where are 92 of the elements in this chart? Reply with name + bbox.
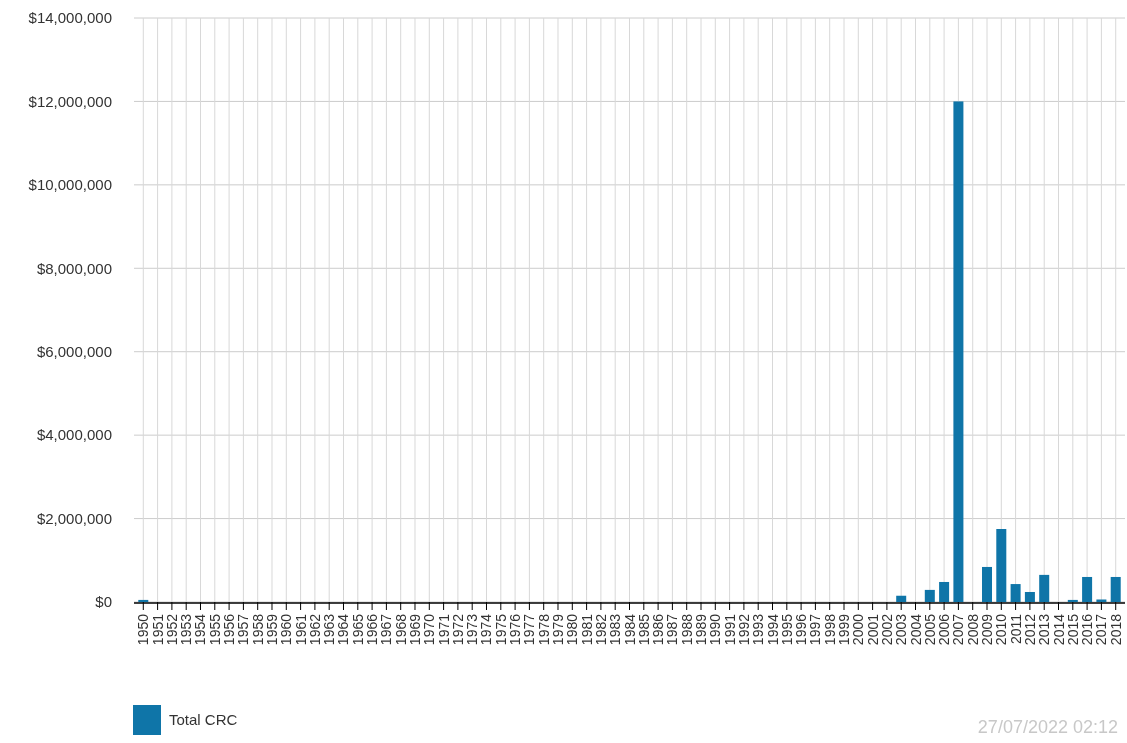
x-tick-label: 1961 xyxy=(292,613,309,646)
x-tick-label: 1994 xyxy=(764,613,781,646)
y-tick-label: $14,000,000 xyxy=(28,9,112,27)
x-tick-label: 1954 xyxy=(192,613,209,646)
x-tick-label: 2001 xyxy=(864,613,881,646)
x-tick-label: 1980 xyxy=(564,613,581,646)
x-tick-label: 1966 xyxy=(364,613,381,646)
x-tick-label: 1959 xyxy=(264,613,280,646)
x-tick-label: 1993 xyxy=(750,613,767,646)
x-tick-label: 1953 xyxy=(178,613,195,646)
x-tick-label: 1978 xyxy=(535,613,552,646)
x-tick-label: 2008 xyxy=(964,613,981,646)
x-tick-label: 1950 xyxy=(135,613,152,646)
bar xyxy=(1067,599,1078,602)
x-tick-label: 1999 xyxy=(836,613,852,646)
x-tick-label: 2012 xyxy=(1021,613,1038,646)
x-tick-label: 1982 xyxy=(592,613,609,646)
x-tick-label: 1968 xyxy=(392,613,409,646)
x-tick-label: 1974 xyxy=(478,613,495,646)
bar xyxy=(1110,576,1121,602)
x-tick-label: 1979 xyxy=(550,613,566,646)
x-tick-label: 1997 xyxy=(807,613,824,646)
x-tick-label: 1984 xyxy=(621,613,638,646)
x-tick-label: 1998 xyxy=(821,613,838,646)
x-tick-label: 2011 xyxy=(1007,613,1024,645)
x-tick-label: 1951 xyxy=(149,613,166,646)
bar xyxy=(1010,584,1021,602)
x-tick-label: 2005 xyxy=(921,613,938,646)
x-tick-label: 1996 xyxy=(793,613,810,646)
x-tick-label: 1970 xyxy=(421,613,438,646)
bar xyxy=(1039,574,1050,602)
x-tick-label: 1975 xyxy=(492,613,509,646)
x-tick-label: 1977 xyxy=(521,613,538,646)
bar xyxy=(953,101,964,602)
bar xyxy=(982,566,993,602)
bar xyxy=(939,581,950,602)
x-tick-label: 1956 xyxy=(221,613,238,646)
x-tick-label: 2006 xyxy=(936,613,953,646)
x-tick-label: 2000 xyxy=(850,613,867,646)
x-tick-label: 1965 xyxy=(349,613,366,646)
x-tick-label: 1991 xyxy=(721,613,738,646)
y-tick-label: $12,000,000 xyxy=(28,92,112,110)
bar xyxy=(138,599,149,602)
x-tick-label: 1963 xyxy=(321,613,338,646)
x-tick-label: 1986 xyxy=(650,613,667,646)
x-tick-label: 1972 xyxy=(449,613,466,646)
x-tick-label: 2017 xyxy=(1093,613,1110,646)
x-tick-label: 1969 xyxy=(407,613,423,646)
x-tick-label: 1988 xyxy=(678,613,695,646)
x-tick-label: 1989 xyxy=(693,613,709,646)
x-tick-label: 1985 xyxy=(635,613,652,646)
y-tick-label: $0 xyxy=(95,593,112,611)
x-tick-label: 2018 xyxy=(1107,613,1124,646)
x-tick-label: 1995 xyxy=(778,613,795,646)
bar xyxy=(996,529,1007,602)
x-tick-label: 1976 xyxy=(507,613,524,646)
y-tick-label: $2,000,000 xyxy=(36,509,112,527)
x-tick-label: 1962 xyxy=(306,613,323,646)
x-tick-label: 2009 xyxy=(979,613,995,646)
x-tick-label: 2003 xyxy=(893,613,910,646)
x-tick-label: 2015 xyxy=(1064,613,1081,646)
x-tick-label: 1981 xyxy=(578,613,595,646)
x-tick-label: 1973 xyxy=(464,613,481,646)
y-tick-label: $4,000,000 xyxy=(36,426,112,444)
x-tick-label: 1990 xyxy=(707,613,724,646)
bar xyxy=(1096,599,1107,602)
x-tick-label: 1952 xyxy=(163,613,180,646)
x-tick-label: 1955 xyxy=(206,613,223,646)
x-tick-label: 2016 xyxy=(1079,613,1096,646)
x-tick-label: 2007 xyxy=(950,613,967,646)
x-tick-label: 2010 xyxy=(993,613,1010,646)
x-tick-label: 1992 xyxy=(735,613,752,646)
bar xyxy=(924,589,935,602)
bar xyxy=(896,595,907,602)
y-tick-label: $6,000,000 xyxy=(36,342,112,360)
x-tick-label: 2002 xyxy=(878,613,895,646)
x-tick-label: 1964 xyxy=(335,613,352,646)
x-tick-label: 1960 xyxy=(278,613,295,646)
x-tick-label: 1971 xyxy=(435,613,452,646)
y-tick-label: $10,000,000 xyxy=(28,176,112,194)
bar xyxy=(1024,591,1035,602)
x-tick-label: 2004 xyxy=(907,613,924,646)
x-tick-label: 1967 xyxy=(378,613,395,646)
x-tick-label: 2014 xyxy=(1050,613,1067,646)
x-tick-label: 2013 xyxy=(1036,613,1053,646)
x-tick-label: 1987 xyxy=(664,613,681,646)
y-tick-label: $8,000,000 xyxy=(36,259,112,277)
x-tick-label: 1958 xyxy=(249,613,266,646)
x-tick-label: 1983 xyxy=(607,613,624,646)
legend-label: Total CRC xyxy=(169,711,238,729)
bar xyxy=(1082,576,1093,602)
x-tick-label: 1957 xyxy=(235,613,252,646)
